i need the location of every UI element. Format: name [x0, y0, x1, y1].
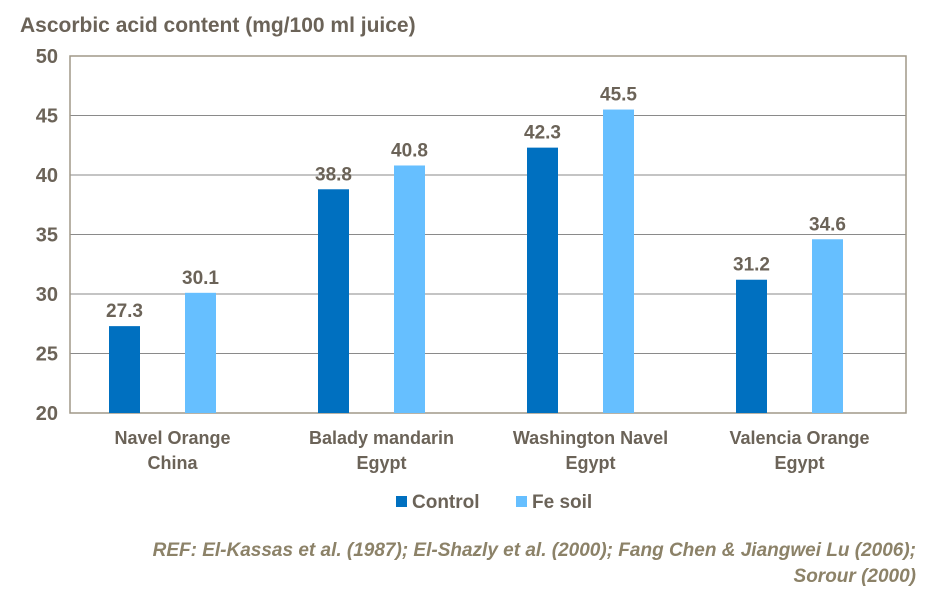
legend-label: Control — [412, 492, 480, 513]
x-tick-label: Egypt — [774, 453, 824, 473]
x-tick-label: Valencia Orange — [729, 428, 869, 448]
bar-control — [736, 279, 767, 413]
x-tick-label: Egypt — [356, 453, 406, 473]
reference-line-1: REF: El-Kassas et al. (1987); El-Shazly … — [152, 540, 916, 561]
legend-swatch — [396, 496, 407, 507]
x-tick-label: Balady mandarin — [309, 428, 454, 448]
legend-swatch — [516, 496, 527, 507]
y-tick-label: 30 — [36, 284, 58, 306]
y-tick-label: 35 — [36, 225, 58, 247]
x-tick-label: Navel Orange — [114, 428, 230, 448]
data-label: 45.5 — [600, 85, 637, 106]
bar-fe-soil — [185, 292, 216, 413]
x-tick-label: China — [147, 453, 198, 473]
legend-label: Fe soil — [532, 492, 592, 513]
data-label: 38.8 — [315, 164, 352, 185]
data-labels: 27.3 38.8 42.3 31.2 30.1 40.8 45.5 34.6 — [106, 85, 846, 323]
bar-control — [109, 326, 140, 413]
data-label: 30.1 — [182, 268, 219, 289]
y-tick-label: 45 — [36, 106, 58, 128]
plot-frame — [69, 55, 907, 414]
bar-fe-soil — [603, 109, 634, 414]
data-label: 31.2 — [733, 255, 770, 276]
y-tick-label: 50 — [36, 46, 58, 68]
x-tick-label: Washington Navel — [513, 428, 668, 448]
bar-fe-soil — [812, 239, 843, 413]
reference-note: REF: El-Kassas et al. (1987); El-Shazly … — [36, 538, 916, 590]
bar-control — [527, 147, 558, 413]
data-label: 34.6 — [809, 214, 846, 235]
reference-line-2: Sorour (2000) — [793, 566, 916, 587]
bar-control — [318, 189, 349, 413]
y-axis-title: Ascorbic acid content (mg/100 ml juice) — [20, 14, 416, 37]
y-tick-label: 20 — [36, 403, 58, 425]
bar-chart: Ascorbic acid content (mg/100 ml juice) … — [20, 14, 907, 513]
y-axis-ticks: 20 25 30 35 40 45 50 — [36, 46, 58, 425]
bar-fe-soil — [394, 165, 425, 413]
data-label: 40.8 — [391, 140, 428, 161]
y-tick-label: 40 — [36, 165, 58, 187]
x-tick-label: Egypt — [565, 453, 615, 473]
bars — [109, 109, 843, 414]
y-tick-label: 25 — [36, 344, 58, 366]
legend: Control Fe soil — [396, 492, 592, 513]
data-label: 27.3 — [106, 301, 143, 322]
x-axis-ticks: Navel Orange China Balady mandarin Egypt Was… — [114, 428, 869, 473]
data-label: 42.3 — [524, 123, 561, 144]
